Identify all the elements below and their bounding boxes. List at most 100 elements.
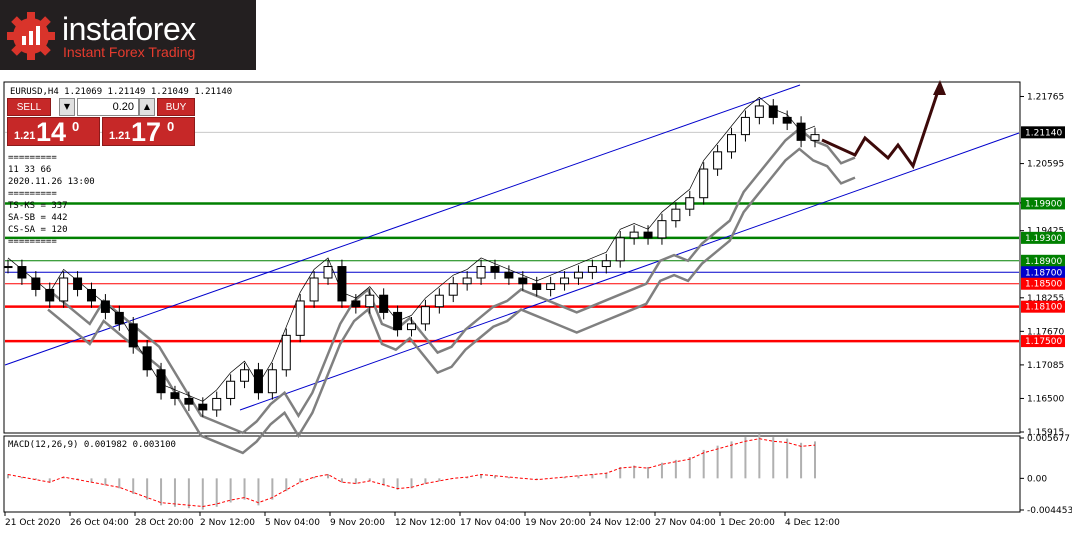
level-label: 1.19300 <box>1025 234 1062 244</box>
candle-body <box>601 260 611 268</box>
info-line: 11 33 66 <box>8 165 51 175</box>
lot-increase-button[interactable]: ▲ <box>139 98 155 116</box>
candle-body <box>754 105 764 118</box>
buy-price-pips: 17 <box>131 117 162 147</box>
candle-body <box>295 300 305 336</box>
candle-body <box>420 306 430 325</box>
candle-body <box>448 283 458 296</box>
candle-body <box>587 266 597 273</box>
candle-body <box>3 266 13 269</box>
level-label: 1.18700 <box>1025 268 1062 278</box>
macd-signal-line <box>7 438 816 508</box>
logo-tagline: Instant Forex Trading <box>63 44 196 60</box>
candle-body <box>476 266 486 279</box>
gear-icon <box>7 12 55 60</box>
info-line: 2020.11.26 13:00 <box>8 177 95 187</box>
sell-button[interactable]: SELL <box>7 98 51 116</box>
tenkan-line <box>7 96 816 402</box>
buy-button[interactable]: BUY <box>157 98 195 116</box>
lot-decrease-button[interactable]: ▼ <box>59 98 75 116</box>
forecast-line <box>821 84 942 170</box>
candle-body <box>573 271 583 279</box>
candle-body <box>768 105 778 118</box>
y-tick-label: 1.17085 <box>1027 361 1064 371</box>
buy-quote[interactable]: 1.21 17 0 <box>102 117 195 147</box>
candle-body <box>45 288 55 302</box>
sell-price-pips: 14 <box>36 117 67 147</box>
candle-body <box>657 220 667 239</box>
candle-body <box>490 266 500 273</box>
sell-quote[interactable]: 1.21 14 0 <box>7 117 100 147</box>
candle-body <box>685 197 695 210</box>
level-label-box <box>1021 277 1065 290</box>
candle-body <box>365 294 375 308</box>
candle-body <box>782 116 792 124</box>
candle-body <box>156 369 166 394</box>
logo: instaforex Instant Forex Trading <box>0 0 256 70</box>
forecast-arrowhead <box>933 80 946 95</box>
info-line: ========= <box>8 189 57 199</box>
symbol-header: EURUSD,H4 1.21069 1.21149 1.21049 1.2114… <box>10 87 232 97</box>
x-tick-label: 5 Nov 04:00 <box>265 518 320 528</box>
candle-body <box>253 369 263 394</box>
macd-tick-label: 0.00 <box>1027 474 1047 484</box>
candle-body <box>407 323 416 331</box>
buy-price-fraction: 0 <box>167 119 175 134</box>
x-tick-label: 4 Dec 12:00 <box>785 518 840 528</box>
candle-body <box>212 397 222 411</box>
channel-upper-line <box>4 84 801 366</box>
level-label-box <box>1021 197 1065 210</box>
info-line: SA-SB = 442 <box>8 213 68 223</box>
info-line: CS-SA = 120 <box>8 225 68 235</box>
macd-tick-label: 0.005677 <box>1027 434 1070 444</box>
candle-body <box>727 134 737 153</box>
candle-body <box>281 334 291 371</box>
info-line: TS-KS = 337 <box>8 201 68 211</box>
candle-body <box>128 323 138 348</box>
level-label: 1.18500 <box>1025 280 1062 290</box>
candle-body <box>643 231 653 239</box>
candle-body <box>713 151 723 170</box>
candle-body <box>240 369 250 382</box>
candle-body <box>434 294 444 308</box>
x-tick-label: 19 Nov 20:00 <box>525 518 586 528</box>
level-label: 1.17500 <box>1025 337 1062 347</box>
info-line: ========= <box>8 153 57 163</box>
x-tick-label: 21 Oct 2020 <box>5 518 61 528</box>
y-tick-label: 1.19425 <box>1027 227 1064 237</box>
x-tick-label: 1 Dec 20:00 <box>720 518 775 528</box>
sell-price-fraction: 0 <box>72 119 80 134</box>
y-tick-label: 1.17670 <box>1027 327 1064 337</box>
level-label-box <box>1021 300 1065 313</box>
candle-body <box>351 300 361 308</box>
macd-tick-label: -0.004453 <box>1027 506 1072 516</box>
candle-body <box>337 266 347 302</box>
candle-body <box>699 168 709 199</box>
level-label-box <box>1021 254 1065 267</box>
info-line: ========= <box>8 237 57 247</box>
current-price-label: 1.21140 <box>1025 128 1062 138</box>
level-label-box <box>1021 335 1065 348</box>
x-tick-label: 9 Nov 20:00 <box>330 518 385 528</box>
level-label: 1.18900 <box>1025 257 1062 267</box>
candle-body <box>615 237 625 262</box>
x-tick-label: 27 Nov 04:00 <box>655 518 716 528</box>
candle-body <box>170 392 180 399</box>
logo-brand: instaforex <box>62 11 196 47</box>
candle-body <box>142 346 152 371</box>
candle-body <box>114 311 124 325</box>
channel-lower-line <box>239 132 1020 411</box>
candle-body <box>59 277 69 302</box>
buy-price-prefix: 1.21 <box>109 130 131 142</box>
level-label-box <box>1021 231 1065 244</box>
candle-body <box>323 266 333 279</box>
x-tick-label: 2 Nov 12:00 <box>200 518 255 528</box>
level-label-box <box>1021 266 1065 279</box>
lot-size-input[interactable]: 0.20 <box>77 98 139 116</box>
candle-body <box>267 369 277 394</box>
candle-body <box>100 300 110 313</box>
candle-body <box>184 397 194 405</box>
x-tick-label: 28 Oct 20:00 <box>135 518 194 528</box>
y-tick-label: 1.21765 <box>1027 92 1064 102</box>
